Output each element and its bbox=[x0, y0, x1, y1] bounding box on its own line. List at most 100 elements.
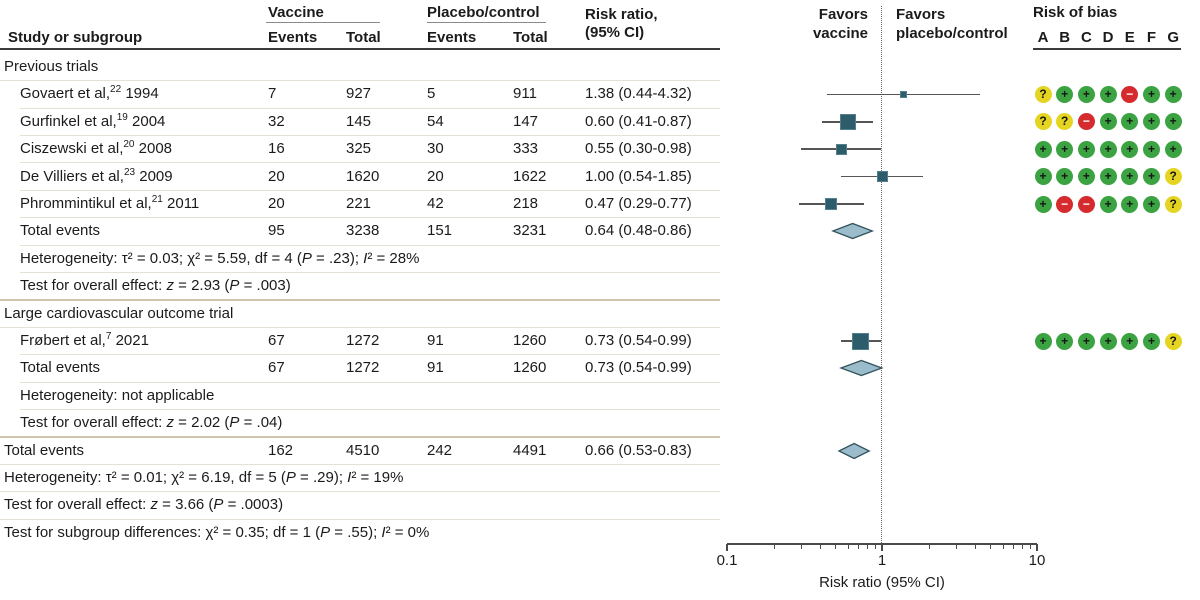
vaccine-events-cell: 7 bbox=[268, 85, 277, 103]
placebo-total-cell: 147 bbox=[513, 112, 539, 130]
bias-circle-high: − bbox=[1077, 195, 1095, 213]
bias-circle-low: + bbox=[1099, 195, 1117, 213]
axis-tick-minor bbox=[820, 544, 822, 549]
row-separator bbox=[20, 381, 720, 383]
axis-tick-minor bbox=[1029, 544, 1031, 549]
rob-column-letter: A bbox=[1037, 29, 1049, 46]
bias-circle-unclear: ? bbox=[1164, 195, 1182, 213]
axis-tick-minor bbox=[800, 544, 802, 549]
risk-ratio-cell: 1.00 (0.54-1.85) bbox=[585, 167, 692, 185]
effect-square bbox=[836, 143, 848, 155]
row-separator bbox=[0, 463, 720, 465]
placebo-events-cell: 20 bbox=[427, 167, 444, 185]
bias-circle-low: + bbox=[1056, 168, 1074, 186]
axis-tick-label: 0.1 bbox=[716, 552, 738, 569]
axis-tick-minor bbox=[773, 544, 775, 549]
risk-ratio-cell: 0.60 (0.41-0.87) bbox=[585, 112, 692, 130]
effect-square bbox=[900, 90, 908, 98]
vaccine-total-cell: 1620 bbox=[346, 167, 380, 185]
bias-circle-low: + bbox=[1143, 113, 1160, 131]
placebo-header-underline bbox=[427, 22, 546, 23]
favors-vaccine-label-line1: Favors bbox=[818, 6, 868, 23]
placebo-events-cell: 91 bbox=[427, 359, 444, 377]
axis-tick-minor bbox=[928, 544, 930, 549]
axis-tick-label: 10 bbox=[1028, 552, 1046, 569]
total-events-label: Total events bbox=[20, 222, 101, 240]
vaccine-events-cell: 20 bbox=[268, 167, 285, 185]
study-label: Frøbert et al,7 2021 bbox=[20, 331, 149, 350]
study-column-header: Study or subgroup bbox=[8, 29, 143, 46]
placebo-events-cell: 30 bbox=[427, 140, 444, 158]
bias-circle-low: + bbox=[1034, 195, 1052, 213]
bias-circle-unclear: ? bbox=[1056, 113, 1074, 131]
bias-circle-low: + bbox=[1034, 332, 1052, 350]
row-separator bbox=[0, 436, 720, 439]
axis-tick-label: 1 bbox=[877, 552, 887, 569]
placebo-events-cell: 151 bbox=[427, 222, 453, 240]
effect-square bbox=[852, 332, 870, 350]
bias-circle-unclear: ? bbox=[1164, 332, 1182, 350]
vaccine-total-cell: 927 bbox=[346, 85, 372, 103]
bias-circle-low: + bbox=[1077, 168, 1095, 186]
axis-tick-minor bbox=[1021, 544, 1023, 549]
placebo-total-cell: 3231 bbox=[513, 222, 547, 240]
risk-ratio-cell: 0.47 (0.29-0.77) bbox=[585, 195, 692, 212]
rob-column-letter: G bbox=[1167, 29, 1180, 46]
row-separator bbox=[20, 162, 720, 164]
risk-ratio-cell: 0.66 (0.53-0.83) bbox=[585, 441, 692, 459]
risk-of-bias-header-rule bbox=[1033, 48, 1181, 50]
vaccine-total-cell: 1272 bbox=[346, 359, 380, 377]
row-separator bbox=[0, 299, 720, 302]
risk-ratio-header-line1: Risk ratio, bbox=[585, 6, 658, 23]
row-separator bbox=[0, 491, 720, 493]
bias-circle-low: + bbox=[1143, 85, 1160, 103]
stat-text: Test for overall effect: z = 2.93 (P = .… bbox=[20, 277, 291, 295]
favors-placebo-label-line2: placebo/control bbox=[896, 25, 1008, 42]
bias-circle-low: + bbox=[1034, 140, 1052, 158]
placebo-total-header: Total bbox=[513, 29, 548, 46]
bias-circle-low: + bbox=[1099, 332, 1117, 350]
bias-circle-unclear: ? bbox=[1034, 113, 1052, 131]
bias-circle-low: + bbox=[1056, 332, 1074, 350]
favors-vaccine-label-line2: vaccine bbox=[812, 25, 868, 42]
bias-circle-low: + bbox=[1077, 332, 1095, 350]
row-separator bbox=[20, 354, 720, 356]
stat-text: Heterogeneity: not applicable bbox=[20, 386, 215, 404]
vaccine-total-cell: 145 bbox=[346, 112, 372, 130]
placebo-events-header: Events bbox=[427, 29, 477, 46]
bias-circle-low: + bbox=[1121, 140, 1139, 158]
placebo-events-cell: 242 bbox=[427, 441, 453, 459]
row-separator bbox=[0, 326, 720, 328]
bias-circle-low: + bbox=[1099, 113, 1117, 131]
bias-circle-low: + bbox=[1121, 195, 1139, 213]
row-separator bbox=[20, 107, 720, 109]
bias-circle-unclear: ? bbox=[1034, 85, 1052, 103]
effect-square bbox=[876, 171, 888, 183]
pooled-diamond bbox=[837, 442, 871, 459]
study-label: Phrommintikul et al,21 2011 bbox=[20, 194, 200, 213]
bias-circle-low: + bbox=[1143, 195, 1160, 213]
placebo-events-cell: 42 bbox=[427, 195, 444, 212]
bias-circle-high: − bbox=[1121, 85, 1139, 103]
risk-ratio-cell: 1.38 (0.44-4.32) bbox=[585, 85, 692, 103]
row-separator bbox=[20, 189, 720, 191]
bias-circle-low: + bbox=[1164, 140, 1182, 158]
bias-circle-high: − bbox=[1077, 113, 1095, 131]
total-events-label: Total events bbox=[20, 359, 101, 377]
total-events-label: Total events bbox=[4, 441, 85, 459]
stat-text: Heterogeneity: τ² = 0.03; χ² = 5.59, df … bbox=[20, 249, 420, 267]
effect-square bbox=[825, 198, 838, 210]
rob-column-letter: D bbox=[1102, 29, 1114, 46]
vaccine-events-cell: 32 bbox=[268, 112, 285, 130]
risk-ratio-header-line2: (95% CI) bbox=[585, 24, 645, 41]
axis-tick-minor bbox=[1012, 544, 1014, 549]
bias-circle-low: + bbox=[1056, 140, 1074, 158]
axis-tick-minor bbox=[955, 544, 957, 549]
bias-circle-low: + bbox=[1077, 85, 1095, 103]
bias-circle-low: + bbox=[1143, 168, 1160, 186]
bias-circle-low: + bbox=[1164, 113, 1182, 131]
row-separator bbox=[20, 217, 720, 219]
axis-tick-major bbox=[726, 544, 728, 551]
bias-circle-low: + bbox=[1077, 140, 1095, 158]
